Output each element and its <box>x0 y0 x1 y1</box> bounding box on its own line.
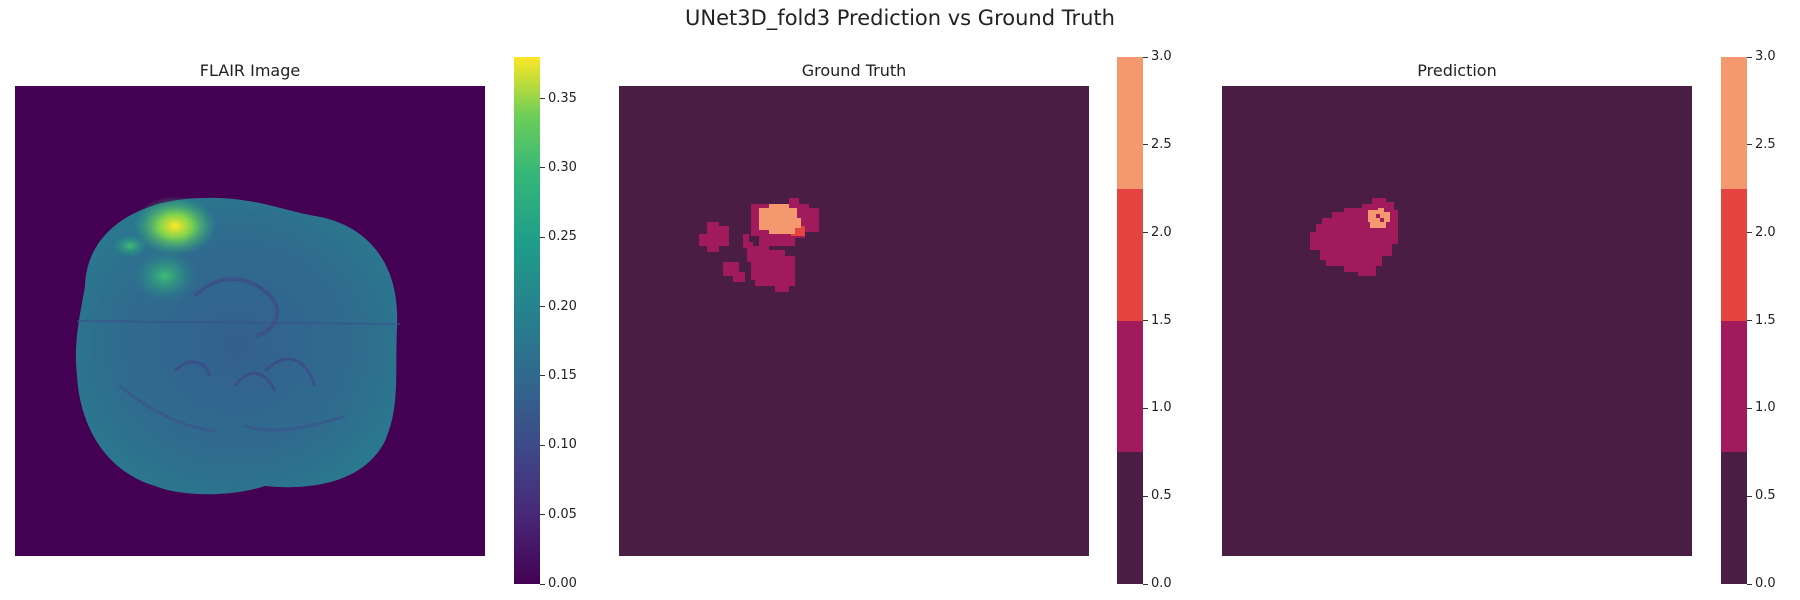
hyperintensity-region <box>133 196 217 256</box>
colorbar-tick-label: 0.35 <box>548 90 577 106</box>
colorbar-tick-mark <box>540 514 545 516</box>
colorbar-tick-mark <box>540 375 545 377</box>
pred-background <box>1222 86 1692 556</box>
colorbar-tick-label: 0.0 <box>1755 576 1776 591</box>
colorbar-tick-mark <box>540 306 545 308</box>
colorbar-tick-label: 0.5 <box>1151 488 1172 504</box>
colorbar-tick-label: 1.5 <box>1755 312 1776 328</box>
colorbar-tick-label: 3.0 <box>1755 49 1776 64</box>
colorbar-tick-label: 2.5 <box>1755 136 1776 152</box>
colorbar-tick-mark <box>540 444 545 446</box>
colorbar-tick-mark <box>1747 407 1752 409</box>
flair-title: FLAIR Image <box>199 61 301 80</box>
flair-colorbar <box>514 57 540 584</box>
colorbar-tick-mark <box>1143 232 1148 234</box>
colorbar-tick-mark <box>540 167 545 169</box>
colorbar-tick-label: 0.05 <box>548 506 577 522</box>
colorbar-tick-mark <box>1143 320 1148 321</box>
colorbar-tick-mark <box>540 98 545 100</box>
colorbar-tick-mark <box>1143 583 1148 585</box>
colorbar-tick-label: 1.0 <box>1755 400 1776 416</box>
colorbar-tick-mark <box>1747 144 1752 146</box>
colorbar-tick-label: 2.0 <box>1755 224 1776 240</box>
colorbar-tick-mark <box>1143 144 1148 146</box>
colorbar-tick-label: 0.5 <box>1755 488 1776 504</box>
colorbar-tick-mark <box>1143 495 1148 497</box>
colorbar-tick-mark <box>1747 495 1752 497</box>
prediction-colorbar <box>1721 57 1747 584</box>
colorbar-tick-label: 2.5 <box>1151 136 1172 152</box>
gt-background <box>619 86 1089 556</box>
colorbar-tick-mark <box>540 236 545 238</box>
colorbar-tick-label: 0.20 <box>548 298 577 314</box>
ground-truth-image <box>619 86 1089 556</box>
colorbar-tick-label: 0.0 <box>1151 576 1172 591</box>
colorbar-tick-mark <box>1747 320 1752 321</box>
colorbar-tick-label: 2.0 <box>1151 224 1172 240</box>
gt-class-3-region <box>759 204 801 234</box>
colorbar-tick-label: 1.5 <box>1151 312 1172 328</box>
flair-image <box>15 86 485 556</box>
prediction-title: Prediction <box>1417 61 1497 80</box>
colorbar-tick-mark <box>1143 56 1148 58</box>
ground-truth-colorbar <box>1117 57 1143 584</box>
colorbar-tick-label: 0.25 <box>548 229 577 245</box>
ground-truth-title: Ground Truth <box>801 61 907 80</box>
figure-title: UNet3D_fold3 Prediction vs Ground Truth <box>685 6 1115 30</box>
colorbar-tick-mark <box>1747 232 1752 234</box>
colorbar-tick-label: 0.15 <box>548 367 577 383</box>
colorbar-tick-mark <box>1747 56 1752 58</box>
colorbar-tick-label: 1.0 <box>1151 400 1172 416</box>
colorbar-tick-label: 0.00 <box>548 576 577 591</box>
colorbar-tick-mark <box>540 583 545 585</box>
prediction-image <box>1222 86 1692 556</box>
colorbar-tick-mark <box>1143 407 1148 409</box>
colorbar-tick-mark <box>1747 583 1752 585</box>
colorbar-tick-label: 3.0 <box>1151 49 1172 64</box>
colorbar-tick-label: 0.30 <box>548 159 577 175</box>
colorbar-tick-label: 0.10 <box>548 437 577 453</box>
